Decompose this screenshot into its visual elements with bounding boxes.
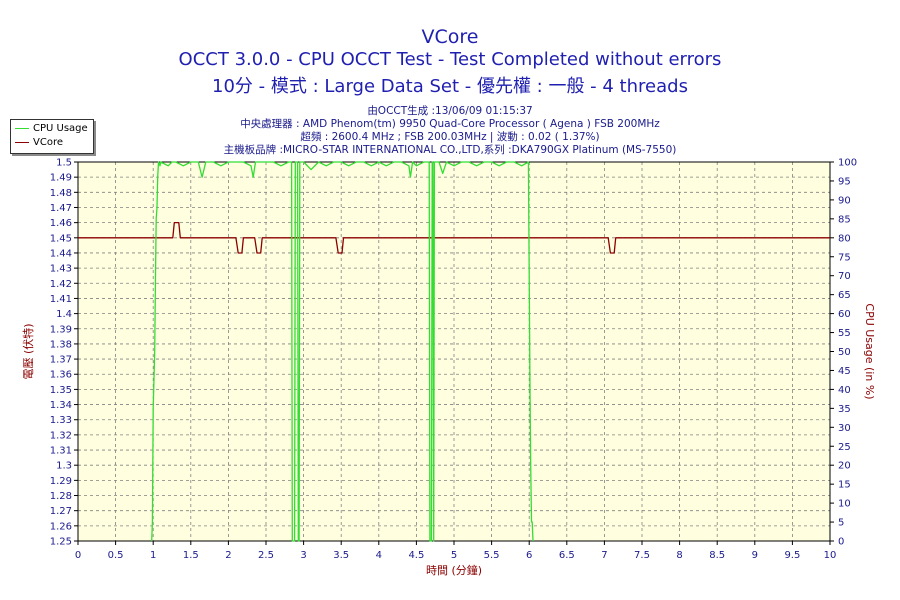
- y-right-axis-label: CPU Usage (in %): [863, 303, 876, 399]
- y-left-tick-label: 1.39: [50, 324, 72, 335]
- x-tick-label: 2.5: [258, 550, 274, 561]
- y-left-tick-label: 1.49: [50, 173, 72, 184]
- y-right-tick-label: 20: [838, 461, 851, 472]
- y-left-tick-label: 1.46: [50, 218, 72, 229]
- y-right-tick-label: 70: [838, 271, 851, 282]
- y-left-axis-label: 電壓 (伏特): [21, 323, 35, 379]
- y-left-tick-label: 1.36: [50, 370, 72, 381]
- x-tick-label: 6.5: [559, 550, 575, 561]
- y-left-tick-label: 1.29: [50, 476, 72, 487]
- y-right-tick-label: 30: [838, 423, 851, 434]
- y-left-tick-label: 1.44: [50, 248, 72, 259]
- y-left-tick-label: 1.37: [50, 355, 72, 366]
- y-right-tick-label: 25: [838, 442, 851, 453]
- y-left-tick-label: 1.43: [50, 264, 72, 275]
- info-overclock: 超頻 : 2600.4 MHz ; FSB 200.03MHz | 波動 : 0…: [300, 131, 600, 143]
- y-right-tick-label: 5: [838, 518, 844, 529]
- legend-swatch-vcore: [15, 141, 29, 143]
- x-tick-label: 9: [752, 550, 758, 561]
- x-tick-label: 6: [526, 550, 532, 561]
- y-left-tick-label: 1.34: [50, 400, 72, 411]
- y-right-tick-label: 85: [838, 214, 851, 225]
- x-tick-label: 3.5: [333, 550, 349, 561]
- legend-item-vcore: VCore: [15, 137, 63, 149]
- x-tick-label: 8.5: [709, 550, 725, 561]
- y-left-tick-label: 1.3: [56, 461, 72, 472]
- y-right-tick-label: 80: [838, 233, 851, 244]
- x-tick-label: 1: [150, 550, 156, 561]
- series-line-vcore: [78, 221, 830, 254]
- legend-label-cpu-usage: CPU Usage: [33, 123, 88, 134]
- y-right-tick-label: 55: [838, 328, 851, 339]
- y-left-tick-label: 1.41: [50, 294, 72, 305]
- y-left-tick-label: 1.42: [50, 279, 72, 290]
- x-tick-label: 5: [451, 550, 457, 561]
- chart-subtitle-mode: 10分 - 模式 : Large Data Set - 優先權 : 一般 - 4…: [212, 76, 688, 97]
- plot-area: [78, 162, 830, 541]
- y-left-tick-label: 1.47: [50, 203, 72, 214]
- y-left-tick-label: 1.48: [50, 188, 72, 199]
- y-left-tick-label: 1.5: [56, 158, 72, 169]
- y-right-tick-label: 50: [838, 347, 851, 358]
- y-right-tick-label: 90: [838, 195, 851, 206]
- legend-label-vcore: VCore: [33, 137, 63, 148]
- y-right-tick-label: 60: [838, 309, 851, 320]
- y-right-tick-label: 75: [838, 252, 851, 263]
- chart-legend: CPU Usage VCore: [10, 119, 94, 154]
- y-right-tick-label: 0: [838, 537, 844, 548]
- y-right-tick-label: 95: [838, 176, 851, 187]
- info-generated: 由OCCT生成 :13/06/09 01:15:37: [367, 105, 533, 117]
- y-right-tick-label: 45: [838, 366, 851, 377]
- y-left-tick-label: 1.33: [50, 415, 72, 426]
- chart-subtitle-test: OCCT 3.0.0 - CPU OCCT Test - Test Comple…: [178, 49, 722, 70]
- y-right-tick-label: 40: [838, 385, 851, 396]
- series-line-cpu-usage: [151, 161, 534, 542]
- y-left-tick-label: 1.27: [50, 506, 72, 517]
- x-tick-label: 4: [376, 550, 382, 561]
- x-tick-label: 4.5: [408, 550, 424, 561]
- y-left-tick-label: 1.38: [50, 339, 72, 350]
- x-tick-label: 7.5: [634, 550, 650, 561]
- y-right-tick-label: 100: [838, 158, 857, 169]
- y-left-tick-label: 1.25: [50, 537, 72, 548]
- y-left-tick-label: 1.45: [50, 233, 72, 244]
- y-right-tick-label: 65: [838, 290, 851, 301]
- y-right-tick-label: 35: [838, 404, 851, 415]
- x-tick-label: 9.5: [784, 550, 800, 561]
- y-left-tick-label: 1.26: [50, 521, 72, 532]
- y-left-tick-label: 1.32: [50, 430, 72, 441]
- y-left-tick-label: 1.31: [50, 446, 72, 457]
- info-cpu: 中央處理器 : AMD Phenom(tm) 9950 Quad-Core Pr…: [240, 118, 660, 130]
- info-motherboard: 主機板品牌 :MICRO-STAR INTERNATIONAL CO.,LTD,…: [223, 144, 677, 156]
- y-left-tick-label: 1.35: [50, 385, 72, 396]
- y-right-tick-label: 10: [838, 499, 851, 510]
- plot-border: [77, 161, 831, 542]
- x-tick-label: 0: [75, 550, 81, 561]
- x-tick-label: 7: [601, 550, 607, 561]
- x-tick-label: 3: [300, 550, 306, 561]
- legend-item-cpu-usage: CPU Usage: [15, 123, 88, 135]
- chart-title: VCore: [421, 26, 479, 48]
- x-tick-label: 5.5: [484, 550, 500, 561]
- y-left-tick-label: 1.4: [56, 309, 72, 320]
- x-axis-label: 時間 (分鐘): [426, 563, 482, 577]
- x-tick-label: 0.5: [108, 550, 124, 561]
- y-right-tick-label: 15: [838, 480, 851, 491]
- x-tick-label: 2: [225, 550, 231, 561]
- y-left-tick-label: 1.28: [50, 491, 72, 502]
- x-tick-label: 8: [676, 550, 682, 561]
- x-tick-label: 10: [824, 550, 837, 561]
- x-tick-label: 1.5: [183, 550, 199, 561]
- legend-swatch-cpu-usage: [15, 127, 29, 129]
